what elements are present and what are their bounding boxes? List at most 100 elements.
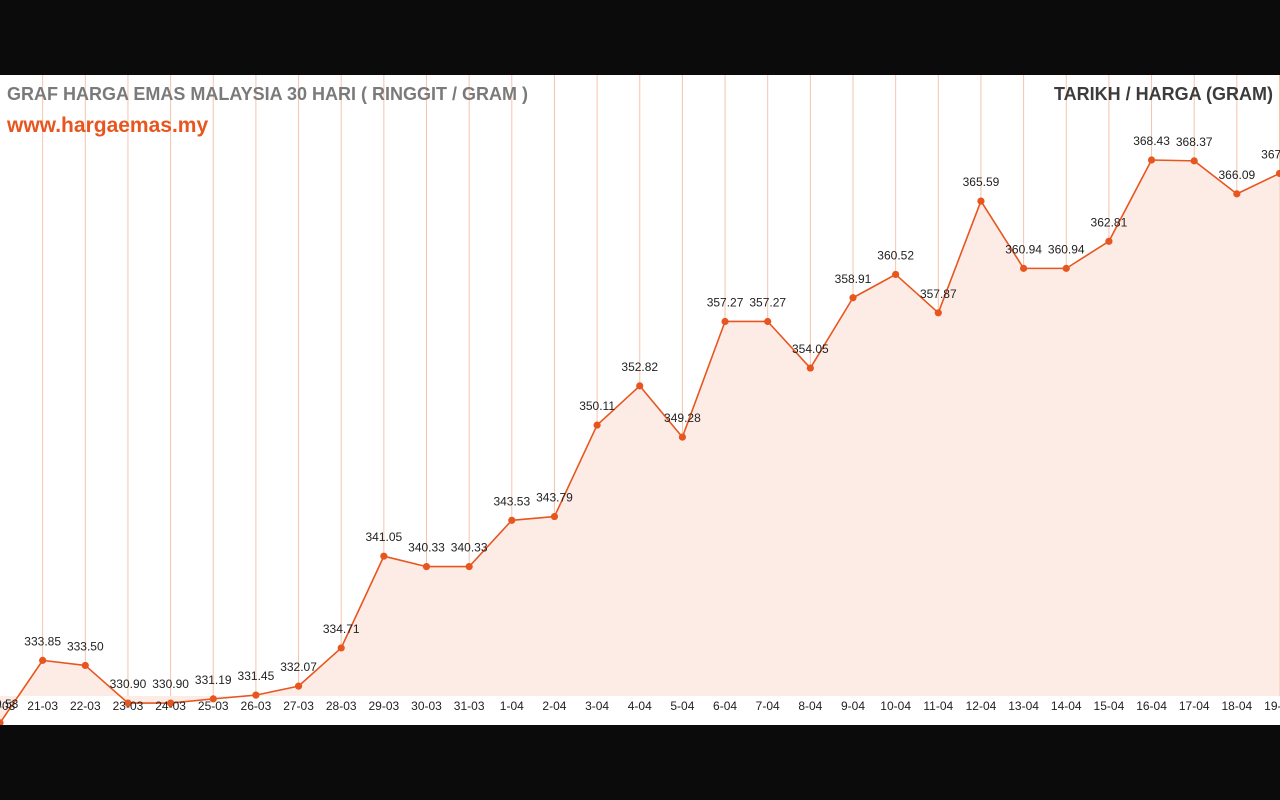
x-tick-label: 8-04 (798, 699, 822, 713)
x-tick-label: 22-03 (70, 699, 101, 713)
x-tick-label: 1-04 (500, 699, 524, 713)
value-label: 358.91 (835, 272, 872, 286)
x-tick-label: 19-04 (1264, 699, 1280, 713)
gold-price-chart: 329.53 333.85 333.50 330.90 330.90 331.19 331.… (0, 75, 1280, 725)
data-point (550, 512, 559, 521)
x-tick-label: 31-03 (454, 699, 485, 713)
data-point (1233, 190, 1241, 198)
x-tick-label: 7-04 (756, 699, 780, 713)
value-label: 368.43 (1133, 134, 1170, 148)
x-tick-label: 9-04 (841, 699, 865, 713)
x-tick-label: 20-03 (0, 699, 16, 713)
data-point (892, 270, 900, 279)
x-tick-label: 30-03 (411, 699, 442, 713)
value-label: 360.52 (877, 248, 914, 262)
value-label: 334.71 (323, 622, 360, 636)
data-point (1190, 157, 1198, 165)
x-tick-label: 3-04 (585, 699, 609, 713)
x-tick-label: 2-04 (542, 699, 566, 713)
x-tick-label: 12-04 (966, 699, 997, 713)
data-point (1062, 264, 1070, 272)
value-label: 331.19 (195, 673, 232, 687)
data-point (422, 563, 431, 571)
chart-title: GRAF HARGA EMAS MALAYSIA 30 HARI ( RINGG… (7, 84, 529, 104)
x-tick-label: 4-04 (628, 699, 652, 713)
value-label: 357.27 (707, 295, 744, 309)
value-label: 366.09 (1218, 168, 1255, 182)
value-label: 329.53 (0, 697, 19, 711)
value-label: 350.11 (579, 399, 615, 413)
value-label: 340.33 (408, 541, 445, 555)
data-point (465, 563, 473, 571)
value-label: 331.45 (238, 669, 275, 683)
x-tick-label: 18-04 (1221, 699, 1252, 713)
value-label: 340.33 (451, 541, 488, 555)
axis-title: TARIKH / HARGA (GRAM) (1054, 84, 1273, 104)
x-tick-label: 10-04 (880, 699, 911, 713)
data-point (636, 382, 644, 390)
x-tick-label: 15-04 (1094, 699, 1125, 713)
data-point (337, 644, 345, 652)
data-point (380, 552, 388, 560)
x-tick-label: 14-04 (1051, 699, 1082, 713)
x-tick-label: 21-03 (27, 699, 58, 713)
data-point (508, 516, 516, 524)
data-point (806, 364, 814, 372)
value-label: 333.85 (24, 634, 61, 648)
data-point (1147, 156, 1156, 164)
x-tick-label: 17-04 (1179, 699, 1210, 713)
value-label: 368.37 (1176, 135, 1213, 149)
data-point (167, 699, 175, 707)
bottom-letterbox (0, 725, 1280, 800)
data-point (934, 309, 942, 317)
chart-canvas: 329.53 333.85 333.50 330.90 330.90 331.19 331.… (0, 75, 1280, 725)
value-label: 354.05 (792, 342, 829, 356)
data-point (124, 699, 132, 707)
x-tick-label: 5-04 (670, 699, 694, 713)
x-tick-label: 24-03 (155, 699, 186, 713)
value-label: 352.82 (621, 360, 658, 374)
value-label: 330.90 (152, 677, 189, 691)
x-tick-label: 25-03 (198, 699, 229, 713)
data-point (849, 294, 857, 302)
price-area-fill (0, 160, 1280, 723)
value-label: 343.79 (536, 491, 573, 505)
value-label: 360.94 (1048, 242, 1085, 256)
data-point (977, 197, 985, 205)
value-label: 332.07 (280, 660, 317, 674)
data-point (294, 682, 303, 690)
x-tick-label: 6-04 (713, 699, 737, 713)
x-tick-label: 13-04 (1008, 699, 1039, 713)
data-point (678, 433, 687, 441)
value-label: 330.90 (110, 677, 147, 691)
value-label: 365.59 (963, 175, 1000, 189)
data-point (1105, 237, 1113, 245)
data-point (721, 317, 729, 326)
data-point (209, 695, 217, 703)
x-tick-label: 23-03 (113, 699, 144, 713)
value-label: 367.50 (1261, 147, 1280, 161)
value-label: 362.81 (1091, 215, 1128, 229)
value-label: 357.27 (749, 295, 786, 309)
website-link[interactable]: www.hargaemas.my (7, 114, 209, 137)
data-point (0, 719, 4, 725)
data-point (252, 691, 260, 699)
data-point (39, 656, 47, 664)
data-point (764, 317, 772, 326)
data-point (593, 421, 601, 429)
value-label: 357.87 (920, 287, 957, 301)
x-tick-label: 16-04 (1136, 699, 1167, 713)
x-tick-label: 28-03 (326, 699, 357, 713)
x-tick-label: 26-03 (241, 699, 272, 713)
data-point (1275, 169, 1280, 178)
value-label: 343.53 (493, 494, 530, 508)
top-letterbox (0, 0, 1280, 75)
x-tick-label: 29-03 (368, 699, 399, 713)
value-label: 349.28 (664, 411, 701, 425)
data-point (1020, 264, 1028, 272)
x-tick-label: 27-03 (283, 699, 314, 713)
value-label: 360.94 (1005, 242, 1042, 256)
data-point (81, 661, 89, 670)
x-tick-label: 11-04 (923, 699, 953, 713)
value-label: 333.50 (67, 639, 104, 653)
